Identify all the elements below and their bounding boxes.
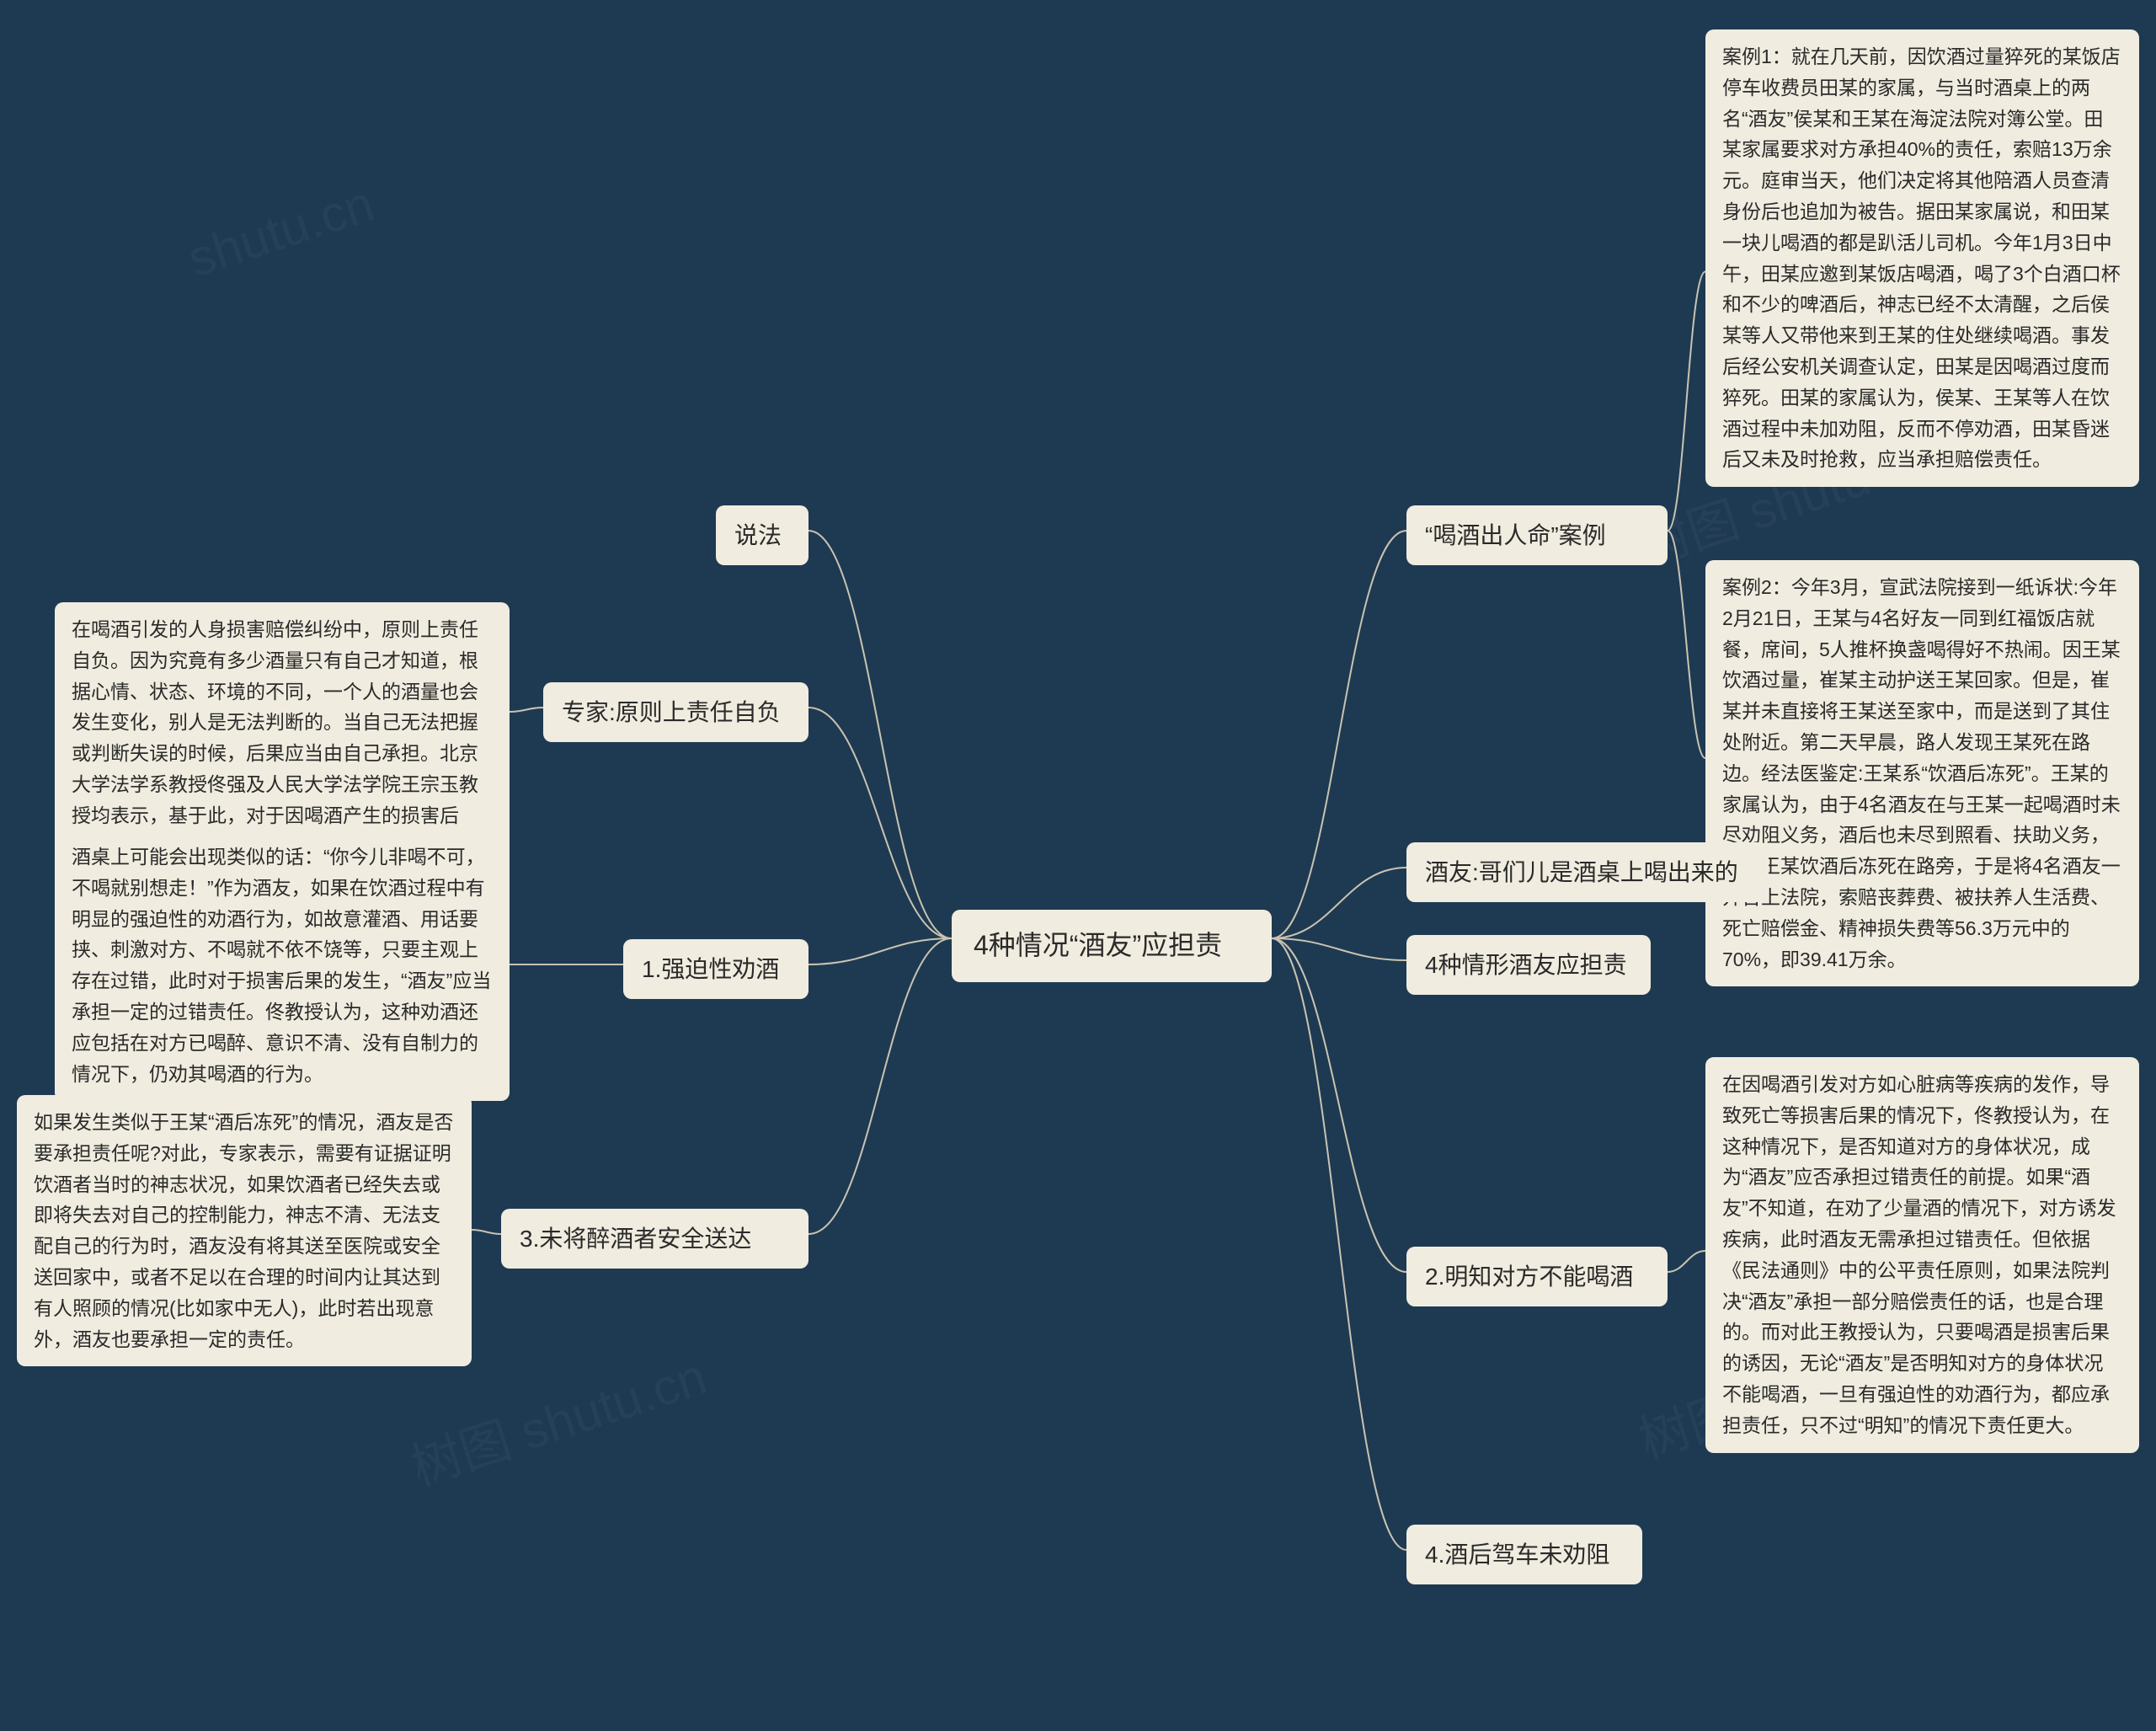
desc-r4a: 在因喝酒引发对方如心脏病等疾病的发作，导致死亡等损害后果的情况下，佟教授认为，在… [1705,1057,2139,1453]
branch-l1-label: 说法 [734,522,782,548]
branch-l2: 专家:原则上责任自负 [543,682,808,742]
desc-l3: 酒桌上可能会出现类似的话：“你今儿非喝不可，不喝就别想走！”作为酒友，如果在饮酒… [55,830,510,1101]
branch-l1: 说法 [716,505,808,565]
branch-r4: 2.明知对方不能喝酒 [1406,1247,1668,1306]
branch-l4-label: 3.未将醉酒者安全送达 [520,1226,751,1252]
branch-r3-label: 4种情形酒友应担责 [1425,952,1627,978]
branch-r5-label: 4.酒后驾车未劝阻 [1425,1541,1609,1568]
branch-r1: “喝酒出人命”案例 [1406,505,1668,565]
branch-l2-label: 专家:原则上责任自负 [562,699,781,725]
branch-l3-label: 1.强迫性劝酒 [642,956,779,982]
branch-r3: 4种情形酒友应担责 [1406,935,1651,995]
root-label: 4种情况“酒友”应担责 [974,930,1222,960]
branch-r2-label: 酒友:哥们儿是酒桌上喝出来的 [1425,859,1738,885]
root-node: 4种情况“酒友”应担责 [952,910,1272,982]
watermark: shutu.cn [181,174,381,289]
desc-r4a-text: 在因喝酒引发对方如心脏病等疾病的发作，导致死亡等损害后果的情况下，佟教授认为，在… [1722,1073,2116,1436]
desc-l2-text: 在喝酒引发的人身损害赔偿纠纷中，原则上责任自负。因为究竟有多少酒量只有自己才知道… [72,618,478,857]
desc-l4: 如果发生类似于王某“酒后冻死”的情况，酒友是否要承担责任呢?对此，专家表示，需要… [17,1095,472,1366]
desc-r1a-text: 案例1：就在几天前，因饮酒过量猝死的某饭店停车收费员田某的家属，与当时酒桌上的两… [1722,45,2121,470]
branch-l4: 3.未将醉酒者安全送达 [501,1209,808,1269]
branch-l3: 1.强迫性劝酒 [623,939,808,999]
desc-l3-text: 酒桌上可能会出现类似的话：“你今儿非喝不可，不喝就别想走！”作为酒友，如果在饮酒… [72,846,491,1085]
desc-r1a: 案例1：就在几天前，因饮酒过量猝死的某饭店停车收费员田某的家属，与当时酒桌上的两… [1705,29,2139,487]
branch-r2: 酒友:哥们儿是酒桌上喝出来的 [1406,842,1769,902]
desc-r1b: 案例2：今年3月，宣武法院接到一纸诉状:今年2月21日，王某与4名好友一同到红福… [1705,560,2139,986]
branch-r5: 4.酒后驾车未劝阻 [1406,1525,1642,1584]
desc-r1b-text: 案例2：今年3月，宣武法院接到一纸诉状:今年2月21日，王某与4名好友一同到红福… [1722,576,2121,970]
branch-r4-label: 2.明知对方不能喝酒 [1425,1264,1633,1290]
desc-l4-text: 如果发生类似于王某“酒后冻死”的情况，酒友是否要承担责任呢?对此，专家表示，需要… [34,1111,453,1350]
branch-r1-label: “喝酒出人命”案例 [1425,522,1606,548]
